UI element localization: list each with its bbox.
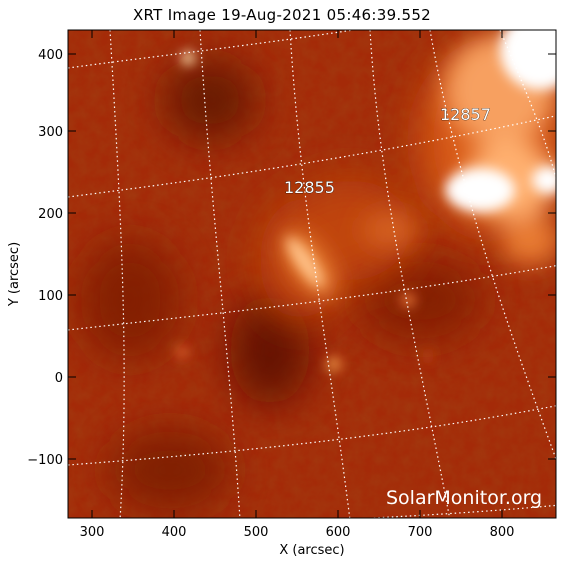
y-axis [68,53,556,460]
y-tick-label: 400 [38,48,63,63]
heliographic-grid [68,30,556,518]
y-tick-label: 100 [38,289,63,304]
y-axis-label: Y (arcsec) [7,242,22,307]
y-tick-label: 300 [38,125,63,140]
y-tick-label: 0 [55,371,63,386]
x-tick-label: 500 [244,525,269,540]
x-tick-label: 600 [326,525,351,540]
solarmonitor-credit: SolarMonitor.org [386,487,542,509]
x-tick-label: 800 [490,525,515,540]
image-title: XRT Image 19-Aug-2021 05:46:39.552 [132,6,432,24]
active-region-label: 12857 [440,105,491,124]
y-tick-label: 200 [38,207,63,222]
y-tick-label: −100 [27,453,63,468]
active-region-label: 12855 [284,178,335,197]
plot-frame [67,29,557,519]
xray-image: 12857 12855 SolarMonitor.org [68,30,556,518]
x-axis-label: X (arcsec) [279,543,344,558]
x-tick-label: 400 [162,525,187,540]
x-tick-label: 700 [408,525,433,540]
x-tick-label: 300 [80,525,105,540]
x-axis [91,30,503,518]
